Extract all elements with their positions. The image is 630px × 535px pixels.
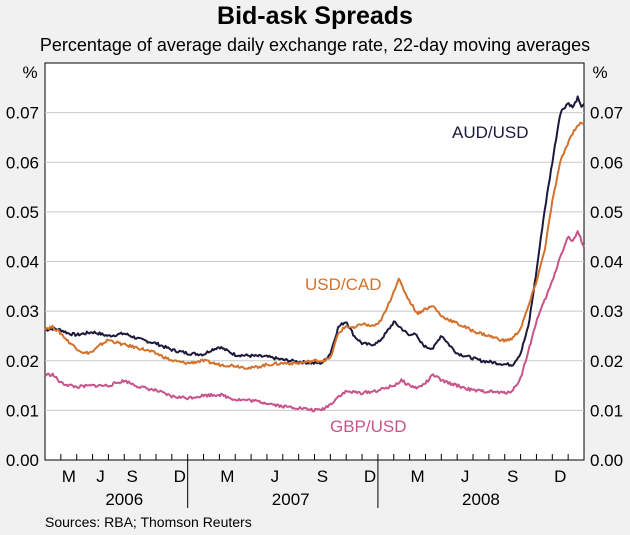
chart-subtitle: Percentage of average daily exchange rat… (39, 35, 591, 55)
series-lines (44, 95, 585, 413)
y-tick-right-0.01: 0.01 (590, 401, 623, 420)
unit-left-label: % (22, 63, 37, 82)
x-year-labels: 2006 2007 2008 (105, 490, 500, 509)
unit-right-label: % (592, 63, 607, 82)
y-tick-right-0.00: 0.00 (590, 451, 623, 470)
y-tick-right-0.06: 0.06 (590, 153, 623, 172)
y-tick-left-0.04: 0.04 (6, 253, 39, 272)
x-year-label-2008: 2008 (462, 490, 500, 509)
y-tick-right-0.05: 0.05 (590, 203, 623, 222)
chart-title: Bid-ask Spreads (217, 2, 413, 30)
y-tick-right-0.03: 0.03 (590, 302, 623, 321)
y-tick-labels-right: 0.00 0.01 0.02 0.03 0.04 0.05 0.06 0.07 (590, 104, 623, 470)
y-tick-left-0.01: 0.01 (6, 401, 39, 420)
series-label-usd-cad: USD/CAD (305, 275, 382, 294)
y-tick-left-0.02: 0.02 (6, 352, 39, 371)
x-month-label-J: J (271, 467, 280, 486)
series-label-gbp-usd: GBP/USD (330, 417, 407, 436)
x-month-label-D: D (554, 467, 566, 486)
x-month-label-S: S (317, 467, 328, 486)
y-tick-labels-left: 0.00 0.01 0.02 0.03 0.04 0.05 0.06 0.07 (6, 104, 39, 470)
x-year-label-2006: 2006 (105, 490, 143, 509)
y-tick-left-0.05: 0.05 (6, 203, 39, 222)
x-ticks (60, 454, 569, 508)
x-month-label-S: S (127, 467, 138, 486)
x-month-label-D: D (364, 467, 376, 486)
y-tick-right-0.02: 0.02 (590, 352, 623, 371)
x-year-label-2007: 2007 (272, 490, 310, 509)
x-month-label-M: M (220, 467, 234, 486)
gridlines (45, 112, 584, 411)
x-month-label-J: J (461, 467, 470, 486)
x-month-label-D: D (174, 467, 186, 486)
source-note: Sources: RBA; Thomson Reuters (45, 514, 252, 530)
y-tick-left-0.00: 0.00 (6, 451, 39, 470)
y-tick-left-0.07: 0.07 (6, 104, 39, 123)
x-month-label-J: J (96, 467, 105, 486)
x-month-label-M: M (410, 467, 424, 486)
x-month-label-M: M (62, 467, 76, 486)
series-line-aud-usd (44, 95, 585, 367)
y-tick-left-0.03: 0.03 (6, 302, 39, 321)
series-line-gbp-usd (44, 230, 585, 413)
x-month-label-S: S (507, 467, 518, 486)
series-label-aud-usd: AUD/USD (452, 123, 529, 142)
y-tick-left-0.06: 0.06 (6, 153, 39, 172)
y-tick-right-0.04: 0.04 (590, 253, 623, 272)
y-tick-right-0.07: 0.07 (590, 104, 623, 123)
series-line-usd-cad (44, 121, 585, 370)
